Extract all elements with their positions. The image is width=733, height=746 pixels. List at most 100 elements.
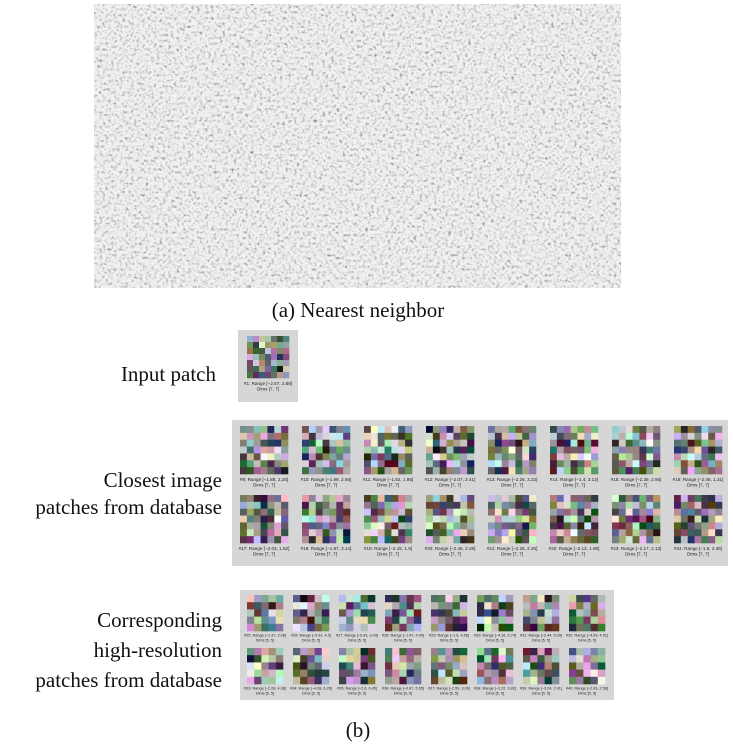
patch-cell (447, 467, 454, 474)
patch-cell (343, 447, 350, 454)
patch-cell (440, 536, 447, 543)
patch-cell (247, 426, 254, 433)
patch-cell (302, 453, 309, 460)
patch-cell (247, 336, 253, 342)
patch-cell (329, 536, 336, 543)
patch-cell (405, 529, 412, 536)
patch-cell (438, 670, 446, 678)
patch-cell (267, 440, 274, 447)
patch-cell (267, 509, 274, 516)
patch-cell (477, 602, 485, 610)
patch (569, 595, 605, 631)
patch-cell (550, 426, 557, 433)
patch-cell (653, 529, 660, 536)
patch-cell (688, 460, 695, 467)
patch-cell (537, 648, 545, 656)
patch-cell (371, 433, 378, 440)
patch-cell (646, 516, 653, 523)
patch-cell (378, 460, 385, 467)
patch-cell (612, 440, 619, 447)
patch-cell (569, 662, 577, 670)
patch-cell (269, 677, 277, 685)
patch-cell (453, 670, 461, 678)
patch-cell (591, 624, 599, 632)
patch-cell (460, 655, 468, 663)
patch-cell (453, 447, 460, 454)
patch-cell (646, 460, 653, 467)
patch-cell (488, 433, 495, 440)
patch-cell (626, 460, 633, 467)
patch-cell (688, 536, 695, 543)
patch-cell (283, 360, 289, 366)
row-label: high-resolution (94, 638, 223, 662)
patch-cell (274, 522, 281, 529)
patch-cell (316, 440, 323, 447)
patch-cell (300, 648, 308, 656)
patch-cell (300, 595, 308, 603)
patch-cell (453, 516, 460, 523)
patch-cell (522, 433, 529, 440)
patch-cell (598, 624, 606, 632)
patch-cell (591, 522, 598, 529)
patch-cell (467, 433, 474, 440)
patch-cell (681, 495, 688, 502)
patch-cell (368, 655, 376, 663)
patch-cell (426, 433, 433, 440)
patch-cell (598, 662, 606, 670)
patch-cell (431, 617, 439, 625)
patch-cell (368, 662, 376, 670)
patch-cell (445, 655, 453, 663)
patch-cell (583, 648, 591, 656)
patch-cell (254, 447, 261, 454)
patch-cell (385, 467, 392, 474)
patch-cell (557, 536, 564, 543)
patch-cell (584, 433, 591, 440)
patch-cell (445, 662, 453, 670)
patch-cell (271, 336, 277, 342)
patch-cell (591, 502, 598, 509)
patch-cell (447, 440, 454, 447)
patch-cell (261, 662, 269, 670)
patch-range: #27: Range [−0.93, 3.43] (336, 634, 378, 638)
patch-cell (378, 453, 385, 460)
patch-cell (674, 467, 681, 474)
row-label: patches from database (35, 668, 222, 692)
patch-cell (633, 433, 640, 440)
patch (364, 426, 412, 474)
patch-cell (269, 624, 277, 632)
patch-cell (253, 372, 259, 378)
patch-cell (438, 609, 446, 617)
patch-cell (447, 502, 454, 509)
patch-cell (391, 509, 398, 516)
patch-cell (433, 440, 440, 447)
patch-cell (715, 536, 722, 543)
patch-cell (626, 453, 633, 460)
patch-cell (346, 602, 354, 610)
patch-range: #33: Range [−2.28, 4.38] (244, 687, 286, 691)
patch-cell (346, 617, 354, 625)
patch-cell (261, 467, 268, 474)
patch-cell (433, 502, 440, 509)
patch-cell (515, 453, 522, 460)
patch-cell (460, 529, 467, 536)
patch-cell (477, 677, 485, 685)
patch-cell (336, 509, 343, 516)
patch-cell (477, 648, 485, 656)
patch-cell (399, 602, 407, 610)
patch-cell (626, 447, 633, 454)
patch-cell (653, 495, 660, 502)
patch-cell (674, 453, 681, 460)
patch-cell (639, 467, 646, 474)
patch-cell (619, 453, 626, 460)
patch-cell (591, 453, 598, 460)
patch-cell (447, 522, 454, 529)
patch-cell (276, 602, 284, 610)
patch-cell (361, 595, 369, 603)
patch-cell (431, 624, 439, 632)
patch-range: #19: Range [−2.15, 1.9] (364, 546, 412, 551)
patch-cell (431, 670, 439, 678)
patch-cell (653, 440, 660, 447)
patch-cell (591, 460, 598, 467)
patch-cell (529, 522, 536, 529)
patch-cell (307, 624, 315, 632)
